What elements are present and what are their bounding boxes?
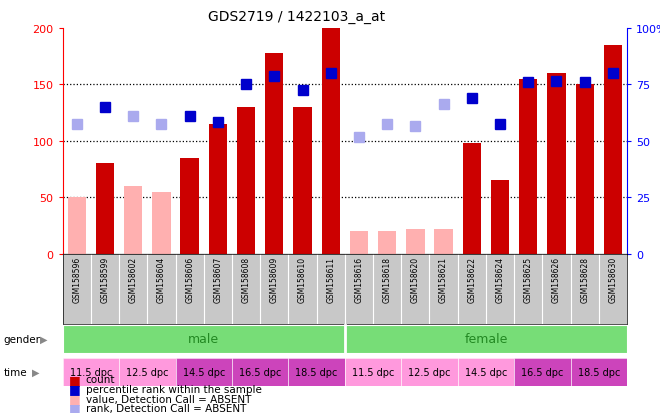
Text: GSM158626: GSM158626 [552,256,561,302]
Bar [350,231,368,254]
Text: 18.5 dpc: 18.5 dpc [296,367,338,377]
Text: 11.5 dpc: 11.5 dpc [70,367,112,377]
Text: GSM158599: GSM158599 [100,256,110,302]
Text: 16.5 dpc: 16.5 dpc [239,367,281,377]
Text: female: female [464,332,508,346]
Bar [67,198,86,254]
Bar [378,231,397,254]
Text: ▶: ▶ [40,334,47,344]
Text: GSM158622: GSM158622 [467,256,477,302]
Text: GSM158609: GSM158609 [270,256,279,302]
Bar [152,192,171,254]
Text: 14.5 dpc: 14.5 dpc [465,367,507,377]
Bar [321,29,340,254]
Text: GSM158606: GSM158606 [185,256,194,302]
Text: 11.5 dpc: 11.5 dpc [352,367,394,377]
Text: ■: ■ [69,392,81,405]
Text: 14.5 dpc: 14.5 dpc [183,367,225,377]
Text: male: male [188,332,219,346]
Text: GSM158611: GSM158611 [326,256,335,302]
Bar [237,108,255,254]
Bar [604,46,622,254]
Text: ▶: ▶ [32,367,40,377]
Bar [576,85,594,254]
Text: ■: ■ [69,401,81,413]
Text: percentile rank within the sample: percentile rank within the sample [86,384,261,394]
Bar [124,187,143,254]
Bar [265,54,284,254]
Text: value, Detection Call = ABSENT: value, Detection Call = ABSENT [86,394,251,404]
Bar [293,108,312,254]
Bar [406,229,424,254]
Bar [434,229,453,254]
Text: GSM158618: GSM158618 [383,256,391,302]
Text: GSM158621: GSM158621 [439,256,448,302]
Text: GSM158608: GSM158608 [242,256,251,302]
Bar [209,125,227,254]
Text: count: count [86,375,115,385]
Text: 12.5 dpc: 12.5 dpc [126,367,168,377]
Bar [463,144,481,254]
Text: GDS2719 / 1422103_a_at: GDS2719 / 1422103_a_at [209,10,385,24]
Text: GSM158602: GSM158602 [129,256,138,302]
Text: GSM158610: GSM158610 [298,256,307,302]
Text: GSM158596: GSM158596 [73,256,81,302]
Text: GSM158630: GSM158630 [609,256,617,302]
Text: 12.5 dpc: 12.5 dpc [409,367,451,377]
Text: GSM158616: GSM158616 [354,256,364,302]
Text: ■: ■ [69,373,81,386]
Bar [547,74,566,254]
Bar [96,164,114,254]
Bar [491,181,510,254]
Text: GSM158625: GSM158625 [524,256,533,302]
Text: GSM158624: GSM158624 [496,256,504,302]
Text: 16.5 dpc: 16.5 dpc [521,367,564,377]
Text: GSM158607: GSM158607 [213,256,222,302]
Bar [180,158,199,254]
Text: time: time [3,367,27,377]
Text: GSM158604: GSM158604 [157,256,166,302]
Text: GSM158620: GSM158620 [411,256,420,302]
Text: rank, Detection Call = ABSENT: rank, Detection Call = ABSENT [86,403,246,413]
Text: ■: ■ [69,382,81,396]
Text: 18.5 dpc: 18.5 dpc [578,367,620,377]
Text: gender: gender [3,334,40,344]
Bar [519,80,537,254]
Text: GSM158628: GSM158628 [580,256,589,302]
